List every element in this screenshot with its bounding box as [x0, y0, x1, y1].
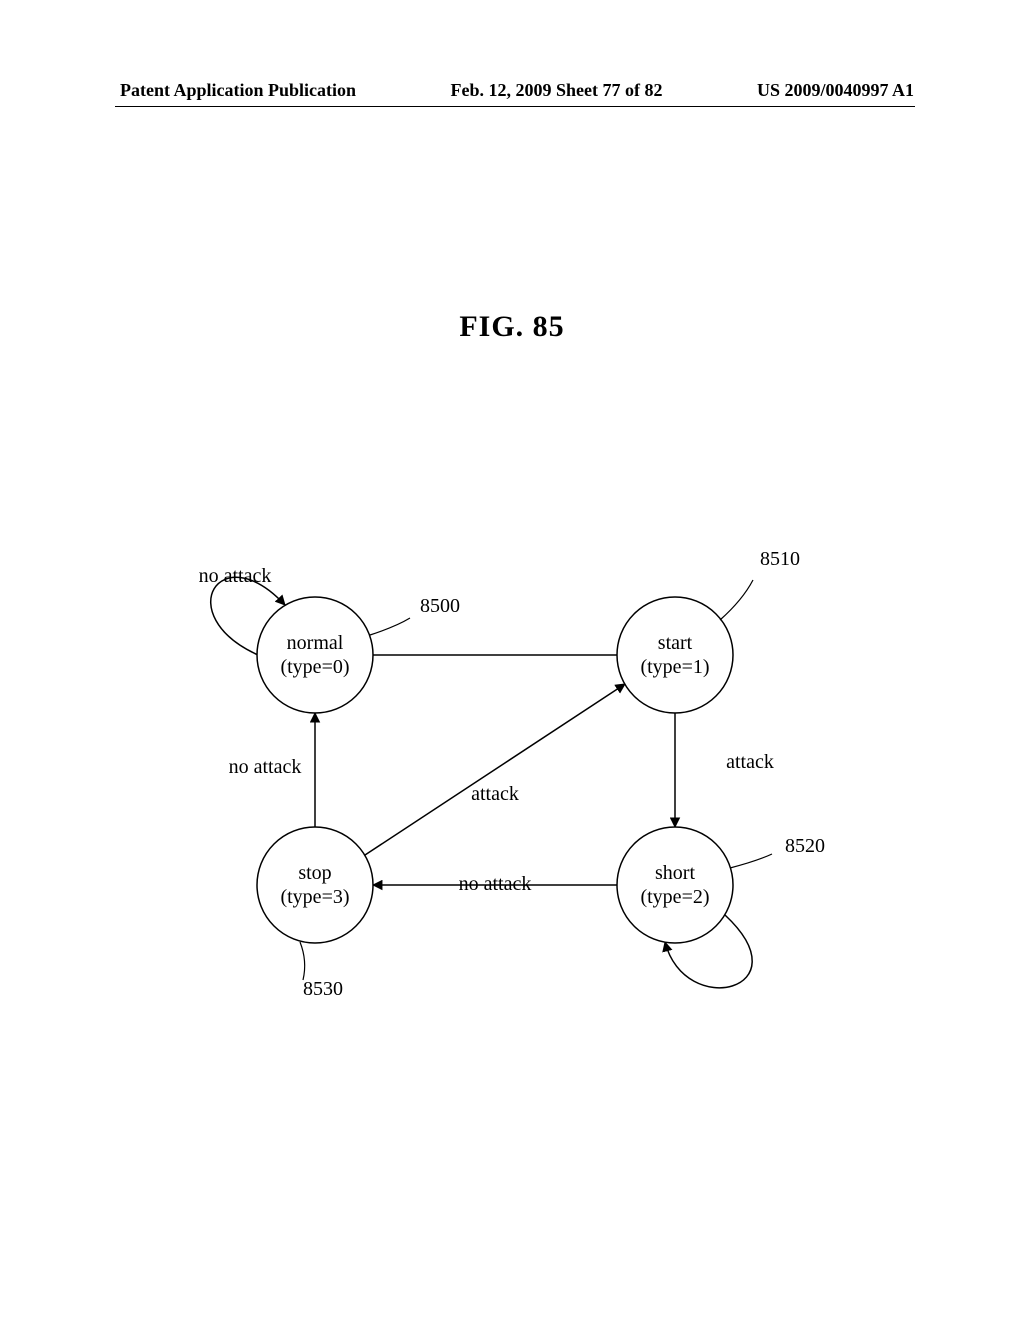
state-diagram: no attackattackno attackno attackattack …	[185, 540, 825, 1040]
node-label1-normal: normal	[287, 632, 344, 654]
node-normal	[257, 597, 373, 713]
ref-stop: 8530	[303, 978, 343, 1000]
edge-label-stop-start: attack	[471, 783, 519, 805]
node-start	[617, 597, 733, 713]
figure-title: FIG. 85	[0, 310, 1024, 344]
edge-stop-start	[365, 684, 625, 855]
header-center: Feb. 12, 2009 Sheet 77 of 82	[451, 80, 663, 101]
edge-label-short-stop: no attack	[459, 873, 532, 895]
header-left: Patent Application Publication	[120, 80, 356, 101]
node-label1-start: start	[658, 632, 693, 654]
edge-label-start-short: attack	[726, 751, 774, 773]
header-right: US 2009/0040997 A1	[757, 80, 914, 101]
leader-short	[730, 854, 772, 868]
edge-label-stop-normal: no attack	[229, 756, 302, 778]
node-label2-short: (type=2)	[640, 886, 709, 908]
leader-stop	[300, 942, 305, 980]
header-rule	[115, 106, 915, 107]
leader-start	[720, 580, 753, 620]
page-header: Patent Application Publication Feb. 12, …	[0, 80, 1024, 101]
node-label2-normal: (type=0)	[280, 656, 349, 678]
ref-normal: 8500	[420, 595, 460, 617]
node-stop	[257, 827, 373, 943]
node-label1-stop: stop	[298, 862, 331, 884]
node-label2-start: (type=1)	[640, 656, 709, 678]
edge-label-normal-self: no attack	[199, 565, 272, 587]
node-short	[617, 827, 733, 943]
node-label1-short: short	[655, 862, 695, 884]
ref-start: 8510	[760, 548, 800, 570]
page: Patent Application Publication Feb. 12, …	[0, 0, 1024, 1320]
ref-short: 8520	[785, 835, 825, 857]
leader-normal	[370, 618, 410, 635]
node-label2-stop: (type=3)	[280, 886, 349, 908]
